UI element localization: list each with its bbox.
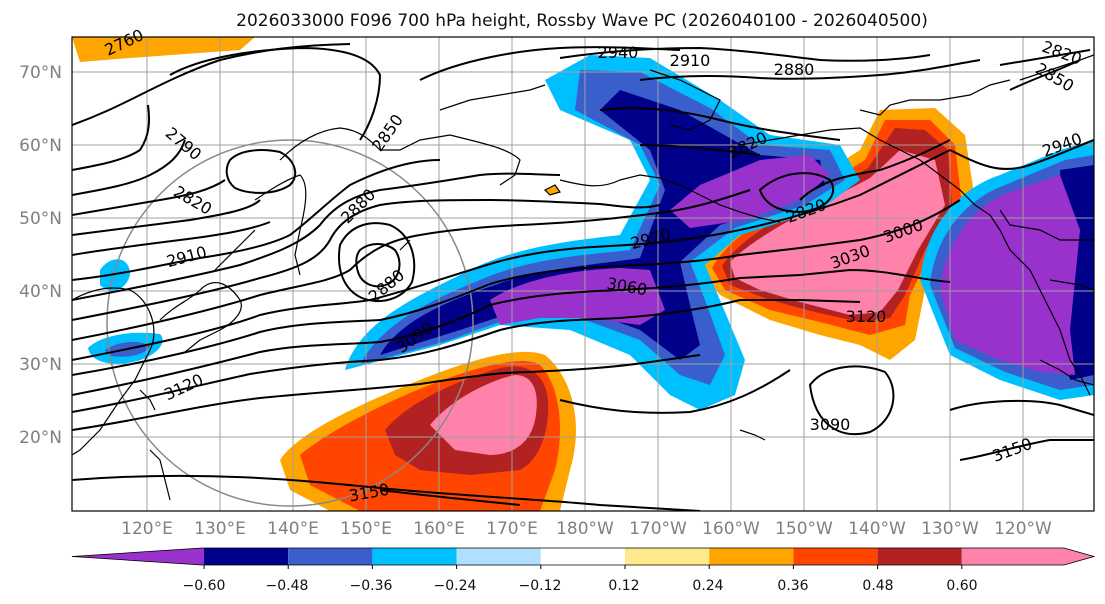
colorbar-tick-label: 0.60 (946, 578, 977, 594)
lon-label: 170°E (486, 519, 538, 539)
negative-anomaly-west-na-peak (940, 175, 1080, 375)
lon-label: 120°W (994, 519, 1052, 539)
lat-label: 60°N (19, 136, 62, 156)
colorbar-segment (72, 548, 204, 565)
lon-label: 120°E (121, 519, 173, 539)
lon-label: 160°E (413, 519, 465, 539)
colorbar-segment (961, 548, 1094, 565)
lon-label: 130°W (921, 519, 979, 539)
colorbar-segment (877, 548, 962, 565)
region-circle (106, 139, 474, 507)
colorbar-segment (288, 548, 373, 565)
map-title: 2026033000 F096 700 hPa height, Rossby W… (236, 11, 928, 31)
coastlines (72, 54, 1094, 501)
map-panel: 2760 2940 2910 2880 2820 2850 2790 2850 … (71, 25, 1095, 512)
colorbar-segment (625, 548, 710, 565)
lat-label: 50°N (19, 209, 62, 229)
longitude-labels: 120°E 130°E 140°E 150°E 160°E 170°E 180°… (121, 519, 1052, 539)
negative-anomaly-central-inner (380, 90, 825, 360)
negative-anomaly-japan-north (100, 259, 130, 291)
lat-label: 70°N (19, 63, 62, 83)
lat-label: 20°N (19, 428, 62, 448)
colorbar-tick-label: 0.24 (692, 578, 723, 594)
colorbar: −0.60 −0.48 −0.36 −0.24 −0.12 0.12 0.24 … (71, 547, 1096, 594)
lon-label: 150°E (340, 519, 392, 539)
positive-anomaly-subtropical-peak (430, 375, 537, 455)
contour-label: 2910 (670, 51, 711, 70)
latitude-labels: 70°N 60°N 50°N 40°N 30°N 20°N (19, 63, 62, 448)
lon-label: 140°W (848, 519, 906, 539)
lon-label: 130°E (194, 519, 246, 539)
negative-anomaly-bering-peak (670, 155, 830, 228)
lon-label: 170°W (629, 519, 687, 539)
colorbar-segment (793, 548, 878, 565)
colorbar-segment (204, 548, 289, 565)
colorbar-ticks (203, 565, 963, 569)
colorbar-segment (540, 548, 625, 565)
lat-label: 40°N (19, 282, 62, 302)
contour-label: 2880 (774, 60, 815, 79)
colorbar-outline (71, 547, 1096, 566)
lon-label: 140°E (267, 519, 319, 539)
map-frame (71, 36, 1095, 512)
colorbar-tick-label: −0.24 (434, 578, 477, 594)
contour-label: 2940 (598, 43, 639, 62)
colorbar-tick-label: −0.48 (266, 578, 309, 594)
colorbar-tick-label: −0.36 (350, 578, 393, 594)
lon-label: 160°W (702, 519, 760, 539)
positive-anomaly-nw-corner (72, 37, 255, 62)
shading-layer (72, 37, 1094, 511)
contour-labels: 2760 2940 2910 2880 2820 2850 2790 2850 … (102, 25, 1085, 505)
colorbar-segment (456, 548, 541, 565)
colorbar-tick-label: 0.36 (777, 578, 808, 594)
contour-label: 3090 (810, 415, 851, 434)
lon-label: 180°W (556, 519, 614, 539)
lon-label: 150°W (775, 519, 833, 539)
colorbar-tick-label: 0.12 (608, 578, 639, 594)
colorbar-tick-label: −0.60 (183, 578, 226, 594)
height-contours (72, 43, 1094, 511)
lat-label: 30°N (19, 355, 62, 375)
colorbar-tick-label: −0.12 (519, 578, 562, 594)
negative-anomaly-central-peak (490, 268, 665, 325)
colorbar-tick-label: 0.48 (862, 578, 893, 594)
colorbar-segments (71, 547, 1096, 566)
colorbar-segment (709, 548, 794, 565)
colorbar-segment (372, 548, 457, 565)
contour-label: 3120 (846, 307, 887, 326)
